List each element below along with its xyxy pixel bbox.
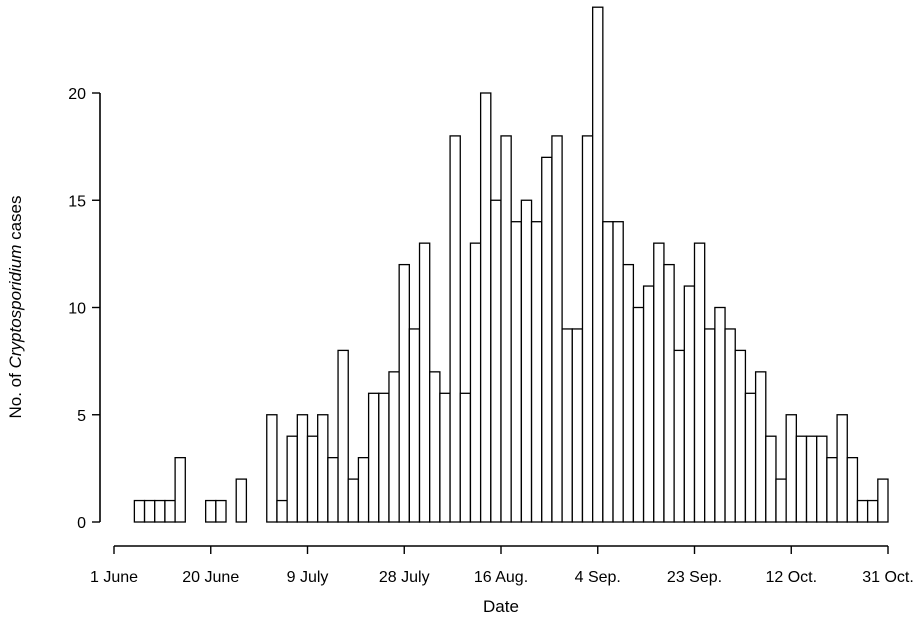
histogram-bar [704,328,716,523]
histogram-bar [571,328,584,523]
histogram-bar [398,263,410,523]
histogram-bar [500,135,512,523]
x-tick-label: 4 Sep. [575,569,621,586]
histogram-bar [520,199,533,523]
histogram-bar [378,392,390,523]
histogram-bar [449,135,461,523]
y-axis-title-italic: Cryptosporidium [6,245,25,369]
y-tick-label: 10 [68,301,86,318]
histogram-bar [510,221,523,523]
histogram-bar [653,242,665,523]
histogram-bar [286,435,298,523]
y-axis-title: No. of Cryptosporidium cases [6,196,25,419]
histogram-bar [592,6,604,523]
x-axis-title: Date [483,597,519,616]
histogram-bar [317,414,329,523]
y-ticks-group: 0 5 10 15 20 [68,86,100,532]
histogram-bar [612,221,624,523]
histogram-bar [561,328,573,523]
histogram-bar [602,221,614,523]
histogram-bar [663,263,675,523]
histogram-bar [816,435,828,523]
y-tick-label: 15 [68,193,86,210]
histogram-bar [143,499,156,523]
histogram-bar [408,328,421,523]
histogram-bar [337,349,349,523]
y-axis-title-prefix: No. of [6,368,25,418]
histogram-bar [714,306,726,523]
histogram-bar [459,392,472,523]
histogram-bar [846,456,859,523]
x-tick-label: 1 June [90,569,138,586]
histogram-bar [836,414,848,523]
x-tick-label: 12 Oct. [765,569,817,586]
histogram-bar [754,371,767,523]
histogram-bar [357,456,370,523]
histogram-bar [693,242,706,523]
histogram-bar [724,328,736,523]
histogram-bar [164,499,176,523]
x-tick-label: 16 Aug. [474,569,528,586]
histogram-bar [673,349,685,523]
histogram-bar [388,371,400,523]
histogram-bar [744,392,757,523]
histogram-bar [765,435,777,523]
bars-group [133,6,889,523]
histogram-bar [154,499,166,523]
histogram-bar [367,392,380,523]
histogram-bar [775,478,787,523]
histogram-bar [205,499,217,523]
x-ticks-group: 1 June 20 June 9 July 28 July 16 Aug. 4 Sep. 2… [90,546,914,586]
y-tick-label: 5 [77,408,86,425]
histogram-bar [632,306,645,523]
histogram-bar [551,135,563,523]
histogram-bar [795,435,808,523]
histogram-bar [734,349,747,523]
histogram-bar [785,414,797,523]
histogram-bar [530,221,543,523]
histogram-bar [439,392,451,523]
histogram-bar [235,478,248,523]
histogram-bar [266,414,278,523]
histogram-bar [877,478,889,523]
y-tick-label: 0 [77,515,86,532]
x-tick-label: 23 Sep. [667,569,722,586]
histogram-bar [347,478,360,523]
histogram-bar [541,156,553,523]
histogram-bar [642,285,655,523]
histogram-bar [856,499,869,523]
histogram-bar [581,135,594,523]
histogram-bar [327,456,339,523]
histogram-bar [215,499,227,523]
histogram-bar [866,499,879,523]
x-tick-label: 28 July [379,569,430,586]
y-axis-title-suffix: cases [6,196,25,245]
histogram-bar [469,242,482,523]
y-tick-label: 20 [68,86,86,103]
x-tick-label: 20 June [182,569,239,586]
histogram-bar [133,499,146,523]
histogram-bar [826,456,838,523]
histogram-bar [683,285,696,523]
x-tick-label: 9 July [287,569,329,586]
histogram-bar [306,435,319,523]
histogram-bar [479,92,492,523]
x-tick-label: 31 Oct. [862,569,914,586]
histogram-bar [490,199,502,523]
histogram-bar [296,414,309,523]
histogram-bar [174,456,186,523]
histogram-bar [622,263,635,523]
histogram-bar [276,499,288,523]
histogram-bar [418,242,431,523]
histogram-bar [429,371,441,523]
histogram-bar [805,435,818,523]
